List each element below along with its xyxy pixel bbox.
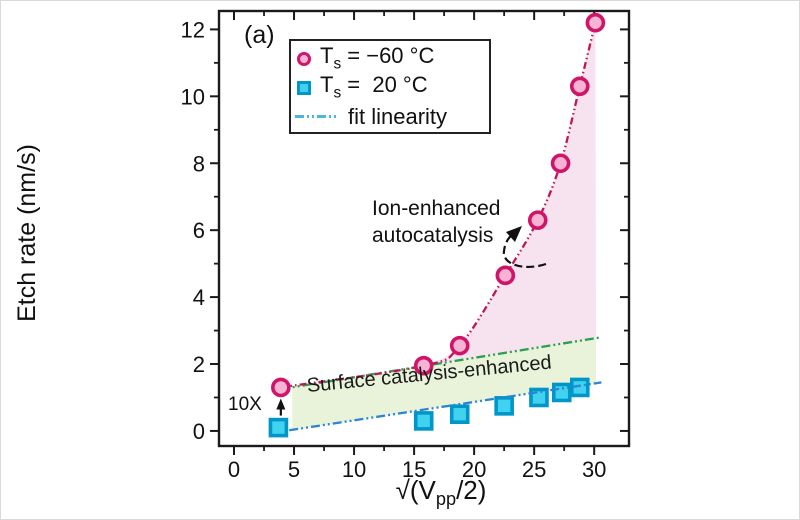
data-point-circle bbox=[585, 12, 606, 33]
y-tick-label: 2 bbox=[193, 352, 205, 377]
data-point-square bbox=[569, 377, 590, 398]
annotation-10x: 10X bbox=[228, 394, 262, 415]
y-tick-label: 10 bbox=[181, 84, 205, 109]
x-axis-title: √(Vpp/2) bbox=[356, 475, 526, 510]
y-tick-label: 8 bbox=[193, 151, 205, 176]
data-point-square bbox=[494, 396, 514, 416]
data-point-circle bbox=[271, 377, 291, 398]
data-point-circle bbox=[413, 355, 434, 376]
legend-item-fit-linearity: fit linearity bbox=[295, 102, 489, 131]
x-axis-title-sub: pp bbox=[435, 489, 457, 510]
panel-label: (a) bbox=[244, 21, 275, 49]
y-tick-label: 0 bbox=[193, 419, 205, 444]
shaded-region-surface-catalysis bbox=[292, 338, 596, 430]
data-point-circle bbox=[527, 210, 548, 230]
plot-border bbox=[217, 9, 631, 448]
x-tick-label: 0 bbox=[228, 457, 240, 482]
ion-annotation-arrow-shaft bbox=[502, 232, 547, 268]
circle-marker-icon bbox=[297, 51, 311, 66]
x-tick-label: 5 bbox=[288, 457, 300, 482]
x-axis-title-pre: √(V bbox=[395, 475, 436, 505]
ten-x-arrow-head bbox=[276, 398, 286, 410]
x-tick-label: 10 bbox=[342, 457, 366, 482]
y-tick-label: 12 bbox=[181, 17, 205, 42]
legend: Ts = −60 °C Ts = 20 °C fit linearity bbox=[289, 39, 491, 134]
legend-label: Ts = 20 °C bbox=[320, 72, 428, 102]
y-tick-label: 6 bbox=[193, 218, 205, 243]
x-axis-title-post: /2) bbox=[456, 475, 487, 505]
ion-annotation-arrow-head bbox=[506, 226, 522, 242]
x-tick-label: 30 bbox=[582, 457, 606, 482]
dash-dot-line-icon bbox=[295, 115, 339, 118]
data-point-circle bbox=[550, 153, 571, 174]
data-point-circle bbox=[495, 265, 516, 286]
y-axis-title: Etch rate (nm/s) bbox=[13, 144, 41, 322]
square-marker-icon bbox=[297, 80, 311, 95]
data-point-circle bbox=[569, 76, 590, 97]
legend-label: Ts = −60 °C bbox=[320, 43, 435, 73]
shaded-region-ion-enhanced bbox=[423, 22, 596, 366]
fit-line-green bbox=[280, 336, 602, 391]
x-tick-label: 15 bbox=[402, 457, 426, 482]
data-point-square bbox=[413, 411, 434, 431]
annotation-ion-enhanced: Ion-enhanced autocatalysis bbox=[372, 197, 501, 247]
data-point-square bbox=[449, 404, 470, 425]
legend-item-ts-20: Ts = 20 °C bbox=[297, 73, 489, 102]
data-point-square bbox=[268, 417, 289, 438]
fit-line-blue bbox=[289, 381, 602, 432]
y-tick-label: 4 bbox=[193, 285, 205, 310]
x-tick-label: 25 bbox=[522, 457, 546, 482]
legend-item-ts-minus-60: Ts = −60 °C bbox=[297, 44, 489, 73]
data-point-circle bbox=[449, 335, 470, 356]
legend-label: fit linearity bbox=[348, 103, 448, 129]
x-tick-label: 20 bbox=[462, 457, 486, 482]
